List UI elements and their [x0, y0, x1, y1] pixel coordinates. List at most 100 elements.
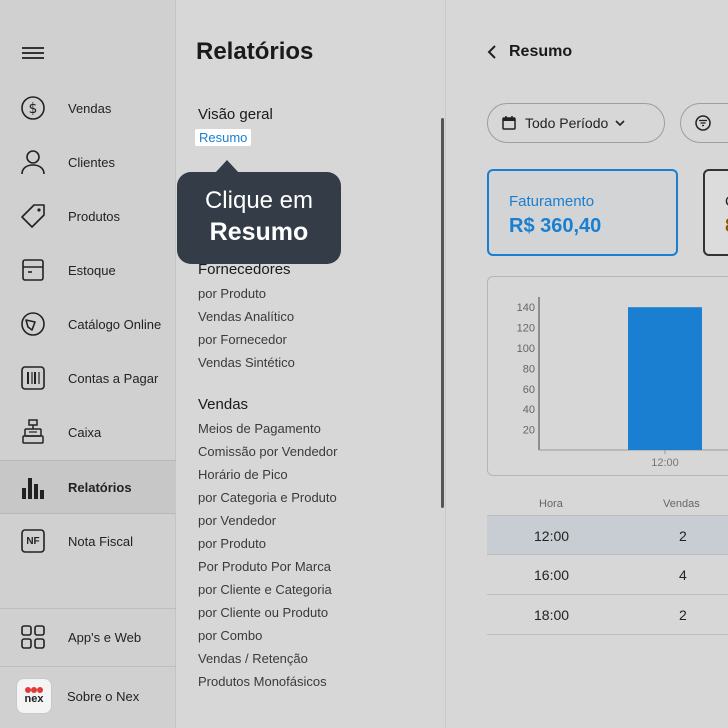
cell-hora: 18:00 [534, 607, 570, 623]
filter-button[interactable] [680, 103, 728, 143]
nf-icon-text: NF [26, 536, 40, 547]
cash-register-icon [20, 419, 46, 445]
report-link[interactable]: Por Produto Por Marca [198, 559, 331, 574]
dollar-circle-icon: $ [20, 95, 46, 121]
table-row[interactable]: 18:00 2 [487, 595, 728, 635]
nf-icon: NF [20, 528, 46, 554]
table-row[interactable]: 12:00 2 [487, 515, 728, 555]
y-tick-label: 80 [523, 363, 535, 375]
y-tick-label: 60 [523, 384, 535, 396]
back-button[interactable]: Resumo [487, 43, 572, 61]
report-link[interactable]: por Cliente ou Produto [198, 605, 329, 620]
period-select[interactable]: Todo Período [487, 103, 665, 143]
sidebar-item-caixa[interactable]: Caixa [0, 405, 176, 459]
section-title-visao-geral: Visão geral [198, 106, 273, 123]
sidebar-divider [0, 666, 176, 667]
sidebar-item-relatorios[interactable]: Relatórios [0, 460, 176, 514]
faturamento-card[interactable]: Faturamento R$ 360,40 [487, 169, 678, 256]
table-header-vendas: Vendas [663, 498, 700, 510]
summary-panel: Resumo Todo Período Faturamento R$ 360,4… [447, 0, 728, 728]
sidebar-item-label: Relatórios [68, 479, 132, 495]
chevron-down-icon [615, 119, 625, 126]
table-header-hora: Hora [539, 498, 563, 510]
cell-vendas: 2 [679, 607, 687, 623]
reports-panel: Relatórios Visão geral Resumo Fornecedor… [176, 0, 446, 728]
report-link[interactable]: Vendas Analítico [198, 309, 295, 324]
sidebar-item-label: Caixa [68, 424, 102, 440]
sidebar-item-vendas[interactable]: $ Vendas [0, 81, 176, 135]
sidebar-item-apps-web[interactable]: App's e Web [0, 610, 176, 664]
card-value: R$ 360,40 [509, 215, 602, 237]
second-card[interactable]: Q 8 [703, 169, 728, 256]
cell-vendas: 4 [679, 567, 687, 583]
report-link[interactable]: Meios de Pagamento [198, 421, 321, 436]
back-label: Resumo [509, 43, 573, 60]
y-tick-label: 100 [517, 343, 535, 355]
report-link[interactable]: Vendas Sintético [198, 355, 295, 370]
report-link[interactable]: Horário de Pico [198, 467, 288, 482]
cell-hora: 12:00 [534, 528, 570, 544]
nex-logo-mark [25, 687, 43, 693]
page-title: Relatórios [196, 38, 314, 65]
nex-logo-text: nex [24, 693, 44, 705]
bar-chart-icon [20, 474, 46, 500]
sidebar-divider [0, 608, 176, 609]
hamburger-icon[interactable] [22, 44, 44, 62]
report-link[interactable]: Produtos Monofásicos [198, 674, 327, 689]
cell-hora: 16:00 [534, 567, 570, 583]
y-tick-label: 120 [517, 323, 535, 335]
scrollbar[interactable] [441, 118, 444, 508]
chevron-left-icon [487, 45, 496, 59]
sidebar-item-catalogo-online[interactable]: Catálogo Online [0, 297, 176, 351]
nex-logo: nex [16, 678, 52, 714]
table-row[interactable]: 16:00 4 [487, 555, 728, 595]
cell-vendas: 2 [679, 528, 687, 544]
x-tick-label: 12:00 [651, 457, 679, 469]
sidebar-item-label: App's e Web [68, 629, 142, 645]
onboarding-tooltip: Clique em Resumo [177, 160, 341, 264]
sidebar: $ Vendas Clientes Produtos Estoque Catál… [0, 0, 176, 728]
section-title-vendas: Vendas [198, 396, 249, 413]
report-link[interactable]: Vendas / Retenção [198, 651, 308, 666]
report-link[interactable]: Comissão por Vendedor [198, 444, 338, 459]
svg-text:$: $ [29, 101, 38, 117]
sidebar-item-nota-fiscal[interactable]: NF Nota Fiscal [0, 514, 176, 568]
sidebar-item-contas-a-pagar[interactable]: Contas a Pagar [0, 351, 176, 405]
tooltip-line1: Clique em [204, 187, 314, 214]
barcode-icon [20, 365, 46, 391]
grid-icon [20, 624, 46, 650]
y-tick-label: 20 [523, 425, 535, 437]
tag-icon [20, 203, 46, 229]
report-link[interactable]: por Vendedor [198, 513, 277, 528]
sidebar-item-label: Catálogo Online [68, 316, 162, 332]
y-tick-label: 140 [517, 302, 535, 314]
card-value: 8 [725, 215, 728, 238]
box-icon [20, 257, 46, 283]
sidebar-item-estoque[interactable]: Estoque [0, 243, 176, 297]
sidebar-item-label: Sobre o Nex [67, 688, 140, 704]
sidebar-item-label: Clientes [68, 154, 115, 170]
chart-bar [628, 307, 702, 450]
sidebar-item-sobre[interactable]: nex Sobre o Nex [0, 669, 176, 723]
user-icon [20, 149, 46, 175]
sidebar-item-label: Estoque [68, 262, 116, 278]
sidebar-item-clientes[interactable]: Clientes [0, 135, 176, 189]
sidebar-item-label: Produtos [68, 208, 121, 224]
link-resumo[interactable]: Resumo [195, 129, 252, 146]
tooltip-line2: Resumo [209, 218, 309, 246]
report-link[interactable]: por Combo [198, 628, 263, 643]
report-link[interactable]: por Produto [198, 286, 266, 301]
sidebar-item-label: Nota Fiscal [68, 533, 134, 549]
card-title: Q [725, 193, 728, 210]
y-tick-label: 40 [523, 404, 535, 416]
card-title: Faturamento [509, 193, 595, 210]
sidebar-item-label: Vendas [68, 100, 112, 116]
report-link[interactable]: por Cliente e Categoria [198, 582, 332, 597]
report-link[interactable]: por Produto [198, 536, 266, 551]
sidebar-item-label: Contas a Pagar [68, 370, 159, 386]
chart-svg: 20 40 60 80 100 120 140 12:00 [517, 297, 728, 469]
period-label: Todo Período [525, 115, 609, 131]
sidebar-item-produtos[interactable]: Produtos [0, 189, 176, 243]
report-link[interactable]: por Fornecedor [198, 332, 287, 347]
report-link[interactable]: por Categoria e Produto [198, 490, 337, 505]
